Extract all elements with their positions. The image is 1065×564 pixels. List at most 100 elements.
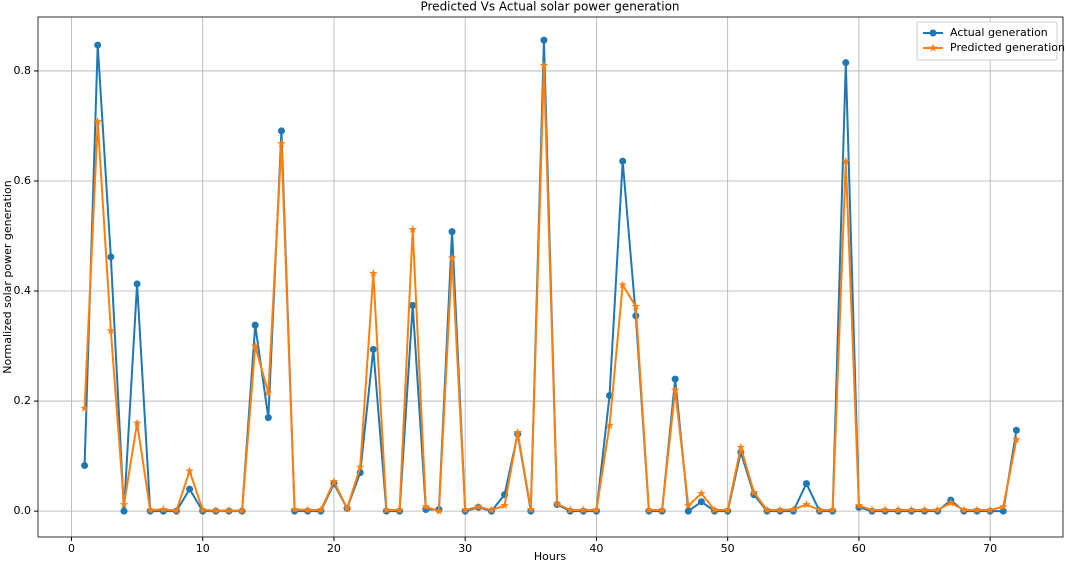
data-point (880, 505, 890, 514)
data-point (842, 59, 850, 67)
data-point (369, 268, 378, 278)
data-point (907, 505, 916, 514)
data-point (710, 505, 719, 514)
data-point (487, 505, 496, 514)
x-tick-label: 50 (721, 542, 735, 555)
data-point (277, 139, 286, 148)
data-point (159, 504, 168, 514)
series-line (83, 65, 1018, 513)
data-point (736, 442, 746, 451)
data-point (828, 505, 837, 514)
data-point (579, 505, 588, 514)
data-point (605, 420, 614, 429)
data-point (250, 341, 260, 350)
data-point (447, 253, 457, 262)
data-point (644, 505, 654, 514)
x-tick-label: 0 (68, 542, 75, 555)
data-point (106, 326, 116, 335)
data-point (802, 500, 811, 509)
y-tick-label: 0.8 (14, 64, 32, 77)
data-point (421, 502, 431, 511)
data-point (409, 301, 417, 309)
data-point (894, 505, 903, 514)
data-point (618, 280, 627, 289)
data-point (762, 505, 772, 514)
data-point (277, 127, 285, 135)
data-point (94, 41, 102, 49)
data-point (684, 501, 693, 510)
data-point (500, 501, 509, 510)
data-point (448, 228, 456, 236)
data-point (841, 156, 851, 165)
data-point (264, 414, 272, 422)
x-tick-label: 70 (983, 542, 997, 555)
data-point (474, 502, 483, 511)
data-point (172, 506, 181, 515)
y-tick-label: 0.0 (14, 504, 32, 517)
data-point (120, 507, 128, 515)
data-point (93, 117, 102, 126)
data-point (329, 476, 339, 486)
data-point (80, 403, 89, 412)
data-point (789, 504, 798, 514)
data-point (107, 253, 115, 261)
x-tick-label: 20 (327, 542, 341, 555)
data-point (815, 505, 824, 514)
data-point (526, 504, 536, 514)
data-point (749, 487, 759, 497)
x-axis-label: Hours (534, 550, 566, 563)
data-point (119, 500, 129, 509)
data-point (985, 505, 995, 514)
data-point (972, 505, 982, 514)
x-tick-label: 40 (589, 542, 603, 555)
data-point (999, 502, 1008, 511)
data-point (920, 505, 929, 514)
data-point (540, 36, 548, 44)
data-point (854, 501, 864, 510)
data-point (959, 505, 969, 514)
data-point (592, 505, 601, 514)
data-point (133, 280, 141, 288)
data-point (697, 498, 705, 506)
data-point (185, 466, 194, 475)
data-point (382, 505, 391, 514)
y-tick-label: 0.2 (14, 394, 32, 407)
data-point (342, 503, 352, 513)
legend-label: Predicted generation (950, 41, 1065, 54)
data-point (186, 485, 194, 493)
data-point (802, 480, 810, 488)
data-point (775, 505, 785, 514)
data-point (539, 60, 549, 70)
x-tick-label: 10 (196, 542, 210, 555)
legend-marker (929, 29, 937, 37)
data-point (290, 504, 299, 514)
data-point (552, 499, 562, 508)
data-point (237, 506, 247, 515)
data-point (565, 505, 575, 514)
data-point (408, 224, 417, 234)
legend-box (916, 21, 1058, 61)
data-point (251, 321, 259, 329)
data-point (697, 489, 706, 498)
legend-marker (928, 43, 938, 52)
data-point (513, 427, 522, 437)
data-point (198, 505, 207, 514)
y-tick-label: 0.6 (14, 174, 32, 187)
data-point (316, 505, 326, 514)
data-point (933, 505, 942, 514)
data-point (264, 388, 273, 397)
x-tick-label: 60 (852, 542, 866, 555)
data-point (395, 505, 404, 514)
data-point (369, 345, 377, 353)
data-point (81, 461, 89, 469)
data-point (684, 507, 692, 515)
x-tick-label: 30 (458, 542, 472, 555)
data-point (946, 498, 956, 507)
chart-title: Predicted Vs Actual solar power generati… (420, 0, 679, 14)
data-point (211, 506, 221, 515)
data-point (657, 505, 667, 514)
data-point (132, 418, 142, 427)
data-point (723, 505, 732, 514)
plot-frame (37, 16, 1064, 538)
